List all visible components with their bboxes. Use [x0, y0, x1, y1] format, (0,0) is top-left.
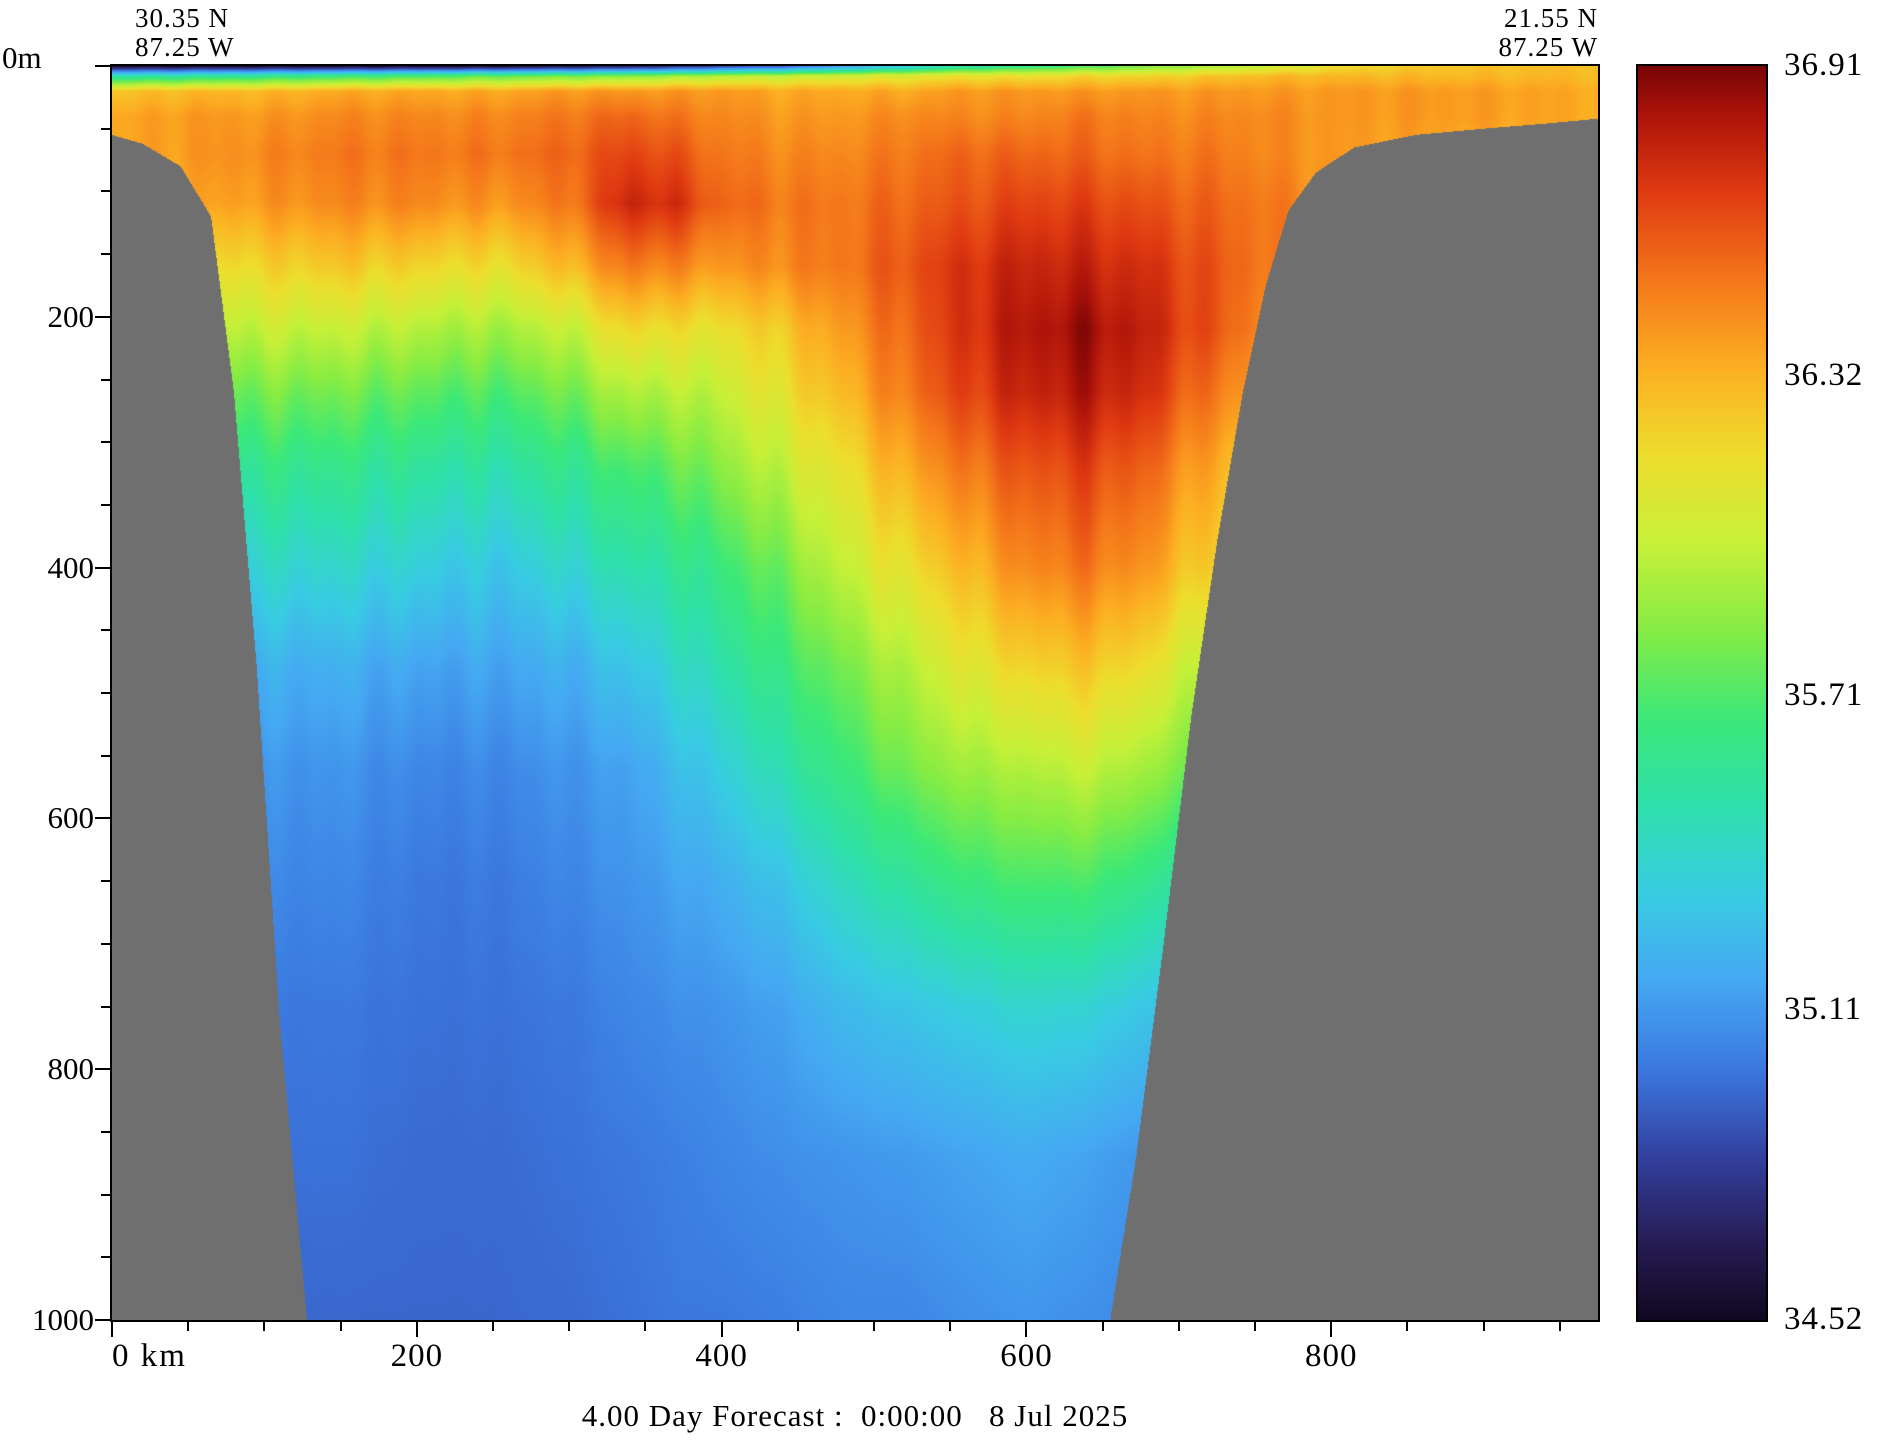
x-tick-label: 200 [390, 1338, 444, 1374]
y-major-tick [95, 566, 110, 569]
x-tick-label: 400 [695, 1338, 748, 1374]
y-major-tick [95, 65, 110, 67]
y-minor-tick [101, 127, 110, 130]
y-minor-tick [101, 1193, 110, 1196]
section-start-coords: 30.35 N 87.25 W [135, 4, 235, 62]
x-tick-label: 600 [1000, 1338, 1053, 1374]
x-minor-tick [644, 1322, 647, 1331]
y-major-tick [95, 817, 110, 820]
colorbar-tick-label: 36.91 [1784, 47, 1864, 83]
y-tick-label: 0m [2, 40, 42, 75]
colorbar-tick-label: 35.11 [1784, 991, 1863, 1028]
x-minor-tick [263, 1322, 266, 1331]
y-minor-tick [101, 1256, 110, 1259]
y-tick-label: 800 [47, 1051, 95, 1087]
y-minor-tick [101, 1130, 110, 1133]
section-end-lat: 21.55 N [1504, 3, 1598, 33]
x-major-tick [111, 1322, 113, 1337]
y-minor-tick [101, 692, 110, 694]
colorbar-tick-label: 34.52 [1784, 1301, 1864, 1337]
x-major-tick [1330, 1322, 1333, 1337]
x-minor-tick [949, 1322, 952, 1331]
figure-title: 4.00 Day Forecast : 0:00:00 8 Jul 2025 [581, 1398, 1129, 1433]
x-minor-tick [796, 1322, 799, 1331]
y-tick-label: 1000 [32, 1302, 94, 1337]
y-minor-tick [101, 629, 110, 632]
x-major-tick [1025, 1322, 1028, 1337]
y-tick-label: 200 [47, 298, 95, 334]
x-minor-tick [492, 1322, 495, 1331]
x-minor-tick [187, 1322, 190, 1331]
y-major-tick [95, 1319, 110, 1321]
x-minor-tick [339, 1322, 342, 1331]
colorbar [1636, 64, 1768, 1322]
y-tick-label: 600 [47, 800, 95, 836]
y-minor-tick [101, 441, 110, 444]
section-end-coords: 21.55 N 87.25 W [1499, 4, 1599, 62]
section-start-lon: 87.25 W [135, 32, 235, 62]
x-major-tick [720, 1322, 723, 1337]
x-minor-tick [1482, 1322, 1485, 1331]
x-minor-tick [1177, 1322, 1180, 1331]
y-minor-tick [101, 754, 110, 757]
y-minor-tick [101, 880, 110, 883]
y-minor-tick [101, 942, 110, 945]
section-end-lon: 87.25 W [1498, 32, 1598, 62]
x-tick-label: 0 km [112, 1338, 187, 1374]
x-minor-tick [1254, 1322, 1257, 1331]
y-minor-tick [101, 253, 110, 256]
x-tick-label: 800 [1305, 1338, 1358, 1374]
x-minor-tick [1101, 1322, 1104, 1331]
x-major-tick [415, 1322, 418, 1337]
y-major-tick [95, 1068, 110, 1071]
y-minor-tick [101, 190, 110, 193]
x-minor-tick [1406, 1322, 1409, 1331]
y-minor-tick [101, 378, 110, 381]
x-minor-tick [1558, 1322, 1561, 1331]
x-minor-tick [873, 1322, 876, 1331]
section-start-lat: 30.35 N [135, 3, 229, 33]
y-minor-tick [101, 1005, 110, 1008]
colorbar-tick-label: 35.71 [1784, 676, 1864, 713]
x-minor-tick [568, 1322, 571, 1331]
y-tick-label: 400 [47, 549, 95, 585]
y-major-tick [95, 315, 110, 318]
colorbar-tick-label: 36.32 [1784, 356, 1864, 393]
y-minor-tick [101, 503, 110, 506]
section-heatmap-canvas [110, 64, 1600, 1322]
